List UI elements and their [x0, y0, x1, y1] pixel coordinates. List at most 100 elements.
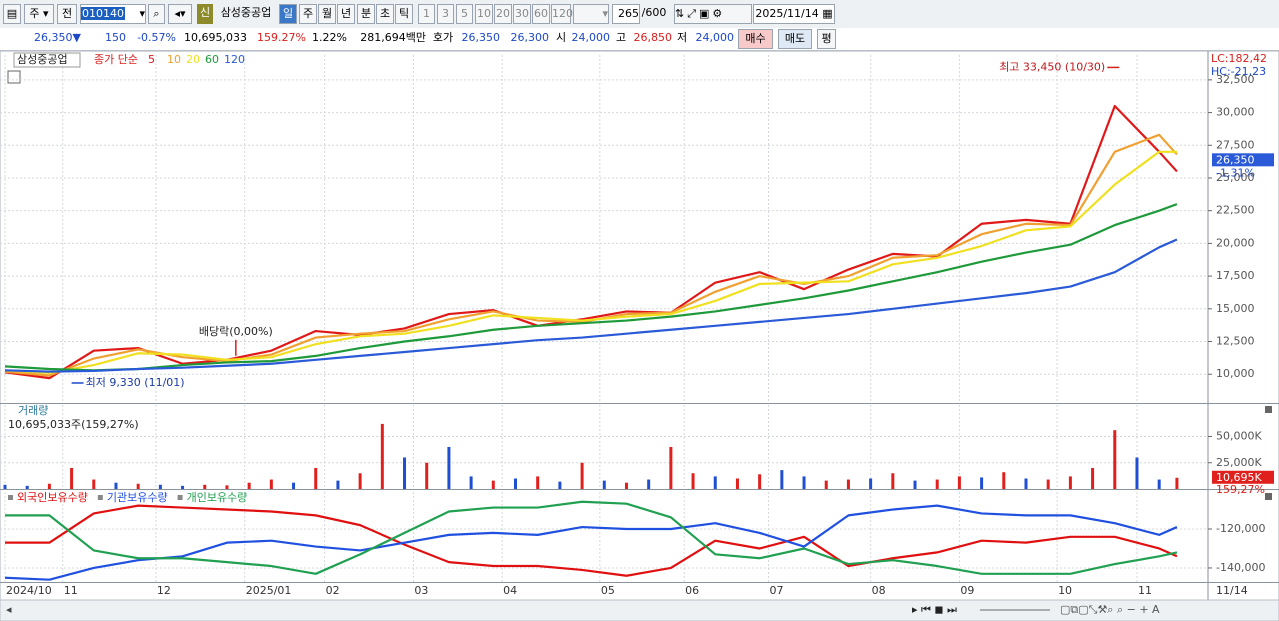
- volume-bar: [691, 473, 695, 489]
- period-button[interactable]: 30: [513, 4, 531, 24]
- annotation: 배당락(0,00%): [199, 325, 273, 338]
- table-icon[interactable]: [7, 70, 21, 84]
- search-button[interactable]: ⌕: [148, 4, 165, 24]
- x-tick-label: 03: [414, 584, 428, 597]
- series-line: [4, 504, 1178, 581]
- legend-entry: 5: [148, 53, 155, 66]
- volume-bar: [1135, 457, 1139, 489]
- period-button[interactable]: 5: [456, 4, 473, 24]
- volume-bar: [203, 484, 207, 489]
- month-button[interactable]: 월: [318, 4, 336, 24]
- chart-subtitle: 종가 단순: [94, 53, 138, 66]
- tool-icons[interactable]: ⇅⤢▣⚙: [674, 4, 752, 24]
- volume-bar: [513, 478, 517, 489]
- toolbar: ▤ 주 ▾ 전 010140 ▾ ⌕ ◂▾ 신 삼성중공업 일 주 월 년 분 초…: [0, 0, 1279, 29]
- minute-button[interactable]: 분: [357, 4, 375, 24]
- volume-bar: [181, 485, 185, 489]
- second-button[interactable]: 초: [376, 4, 394, 24]
- week-button[interactable]: 주: [299, 4, 317, 24]
- volume-bar: [1113, 430, 1117, 489]
- scrollbar[interactable]: [0, 599, 1279, 621]
- legend-entry: 120: [224, 53, 245, 66]
- volume-bar: [758, 474, 762, 489]
- period-button[interactable]: 3: [437, 4, 454, 24]
- sound-button[interactable]: ◂▾: [168, 4, 192, 24]
- y-tick-label: 50,000K: [1216, 430, 1262, 443]
- volume-bar: [869, 478, 873, 489]
- panel-close[interactable]: [1265, 406, 1272, 413]
- volume-bar: [1091, 468, 1095, 489]
- code: 010140: [81, 7, 125, 20]
- new-badge[interactable]: 신: [197, 4, 213, 24]
- period-button[interactable]: 10: [475, 4, 493, 24]
- period-button[interactable]: 60: [532, 4, 550, 24]
- x-tick-label: 2025/01: [246, 584, 292, 597]
- volume-bar: [1046, 479, 1050, 489]
- y-tick-label: -140,000: [1216, 561, 1265, 574]
- volume-bar: [292, 482, 296, 489]
- year-button[interactable]: 년: [337, 4, 355, 24]
- code-input[interactable]: 010140 ▾: [80, 4, 146, 24]
- volume-bar: [891, 473, 895, 489]
- market-select[interactable]: 주 ▾: [24, 4, 54, 24]
- sell-button[interactable]: 매도: [778, 29, 812, 49]
- volume-bar: [447, 447, 451, 489]
- period-button[interactable]: 20: [494, 4, 512, 24]
- y-tick-label: 12,500: [1216, 335, 1255, 348]
- period-button[interactable]: 1: [418, 4, 435, 24]
- volume: 10,695,033: [184, 31, 247, 44]
- x-tick-label: 11: [1138, 584, 1152, 597]
- date-input[interactable]: 2025/11/14 ▦: [753, 4, 835, 24]
- volume-bar: [647, 479, 651, 489]
- scroll-left[interactable]: ◂: [6, 603, 12, 616]
- all-button[interactable]: 전: [57, 4, 77, 24]
- open-label: 시: [555, 31, 567, 44]
- legend-entry: 개인보유수량: [187, 491, 248, 504]
- volume-bar: [225, 485, 229, 489]
- buy-button[interactable]: 매수: [738, 29, 773, 49]
- playback-controls[interactable]: ▸ ⏮ ◼ ⏭: [912, 603, 957, 616]
- y-tick-label: 32,500: [1216, 73, 1255, 86]
- volume-bar: [846, 479, 850, 489]
- series-line: [5, 504, 1178, 577]
- volume-bar: [1157, 479, 1161, 489]
- volume-bar: [1024, 478, 1028, 489]
- tick-button[interactable]: 틱: [395, 4, 413, 24]
- tool-icons[interactable]: ▢⧉▢⤡⚒⌕ ⌕ − + A: [1060, 603, 1160, 616]
- x-tick-label: 06: [685, 584, 699, 597]
- volume-bar: [70, 468, 74, 489]
- last-price-box: [1212, 153, 1274, 167]
- ask: 26,350: [461, 31, 501, 44]
- period-select[interactable]: ▾: [573, 4, 609, 24]
- volume-ratio: 159.27%: [257, 31, 306, 44]
- volume-bar: [1068, 476, 1072, 489]
- series-line: [4, 238, 1178, 373]
- volume-bar: [314, 468, 318, 489]
- volume-bar: [913, 480, 917, 489]
- count-input[interactable]: 265: [612, 4, 640, 24]
- volume-bar: [3, 484, 7, 489]
- day-button[interactable]: 일: [279, 4, 297, 24]
- period-button[interactable]: 120: [551, 4, 573, 24]
- legend-entry: 기관보유수량: [107, 491, 168, 504]
- indicator: HC:-21,23: [1211, 65, 1266, 78]
- y-tick-label: 22,500: [1216, 204, 1255, 217]
- x-tick-label: 07: [770, 584, 784, 597]
- y-tick-label: 25,000K: [1216, 456, 1262, 469]
- avg-button[interactable]: 평: [817, 29, 836, 49]
- bid: 26,300: [510, 31, 550, 44]
- volume-bar: [1175, 477, 1179, 489]
- series-line: [5, 500, 1178, 575]
- trade-value: 281,694백만: [360, 31, 426, 44]
- menu-icon[interactable]: ▤: [3, 4, 21, 24]
- legend-icon: [97, 495, 103, 500]
- volume-bar: [247, 482, 251, 489]
- indicator: LC:182,42: [1211, 52, 1267, 65]
- volume-bar: [780, 470, 784, 489]
- x-tick-label: 12: [157, 584, 171, 597]
- date: 2025/11/14: [755, 7, 819, 20]
- volume-bar: [336, 480, 340, 489]
- y-tick-label: 27,500: [1216, 138, 1255, 151]
- volume-bar: [669, 447, 673, 489]
- panel-close[interactable]: [1265, 493, 1272, 500]
